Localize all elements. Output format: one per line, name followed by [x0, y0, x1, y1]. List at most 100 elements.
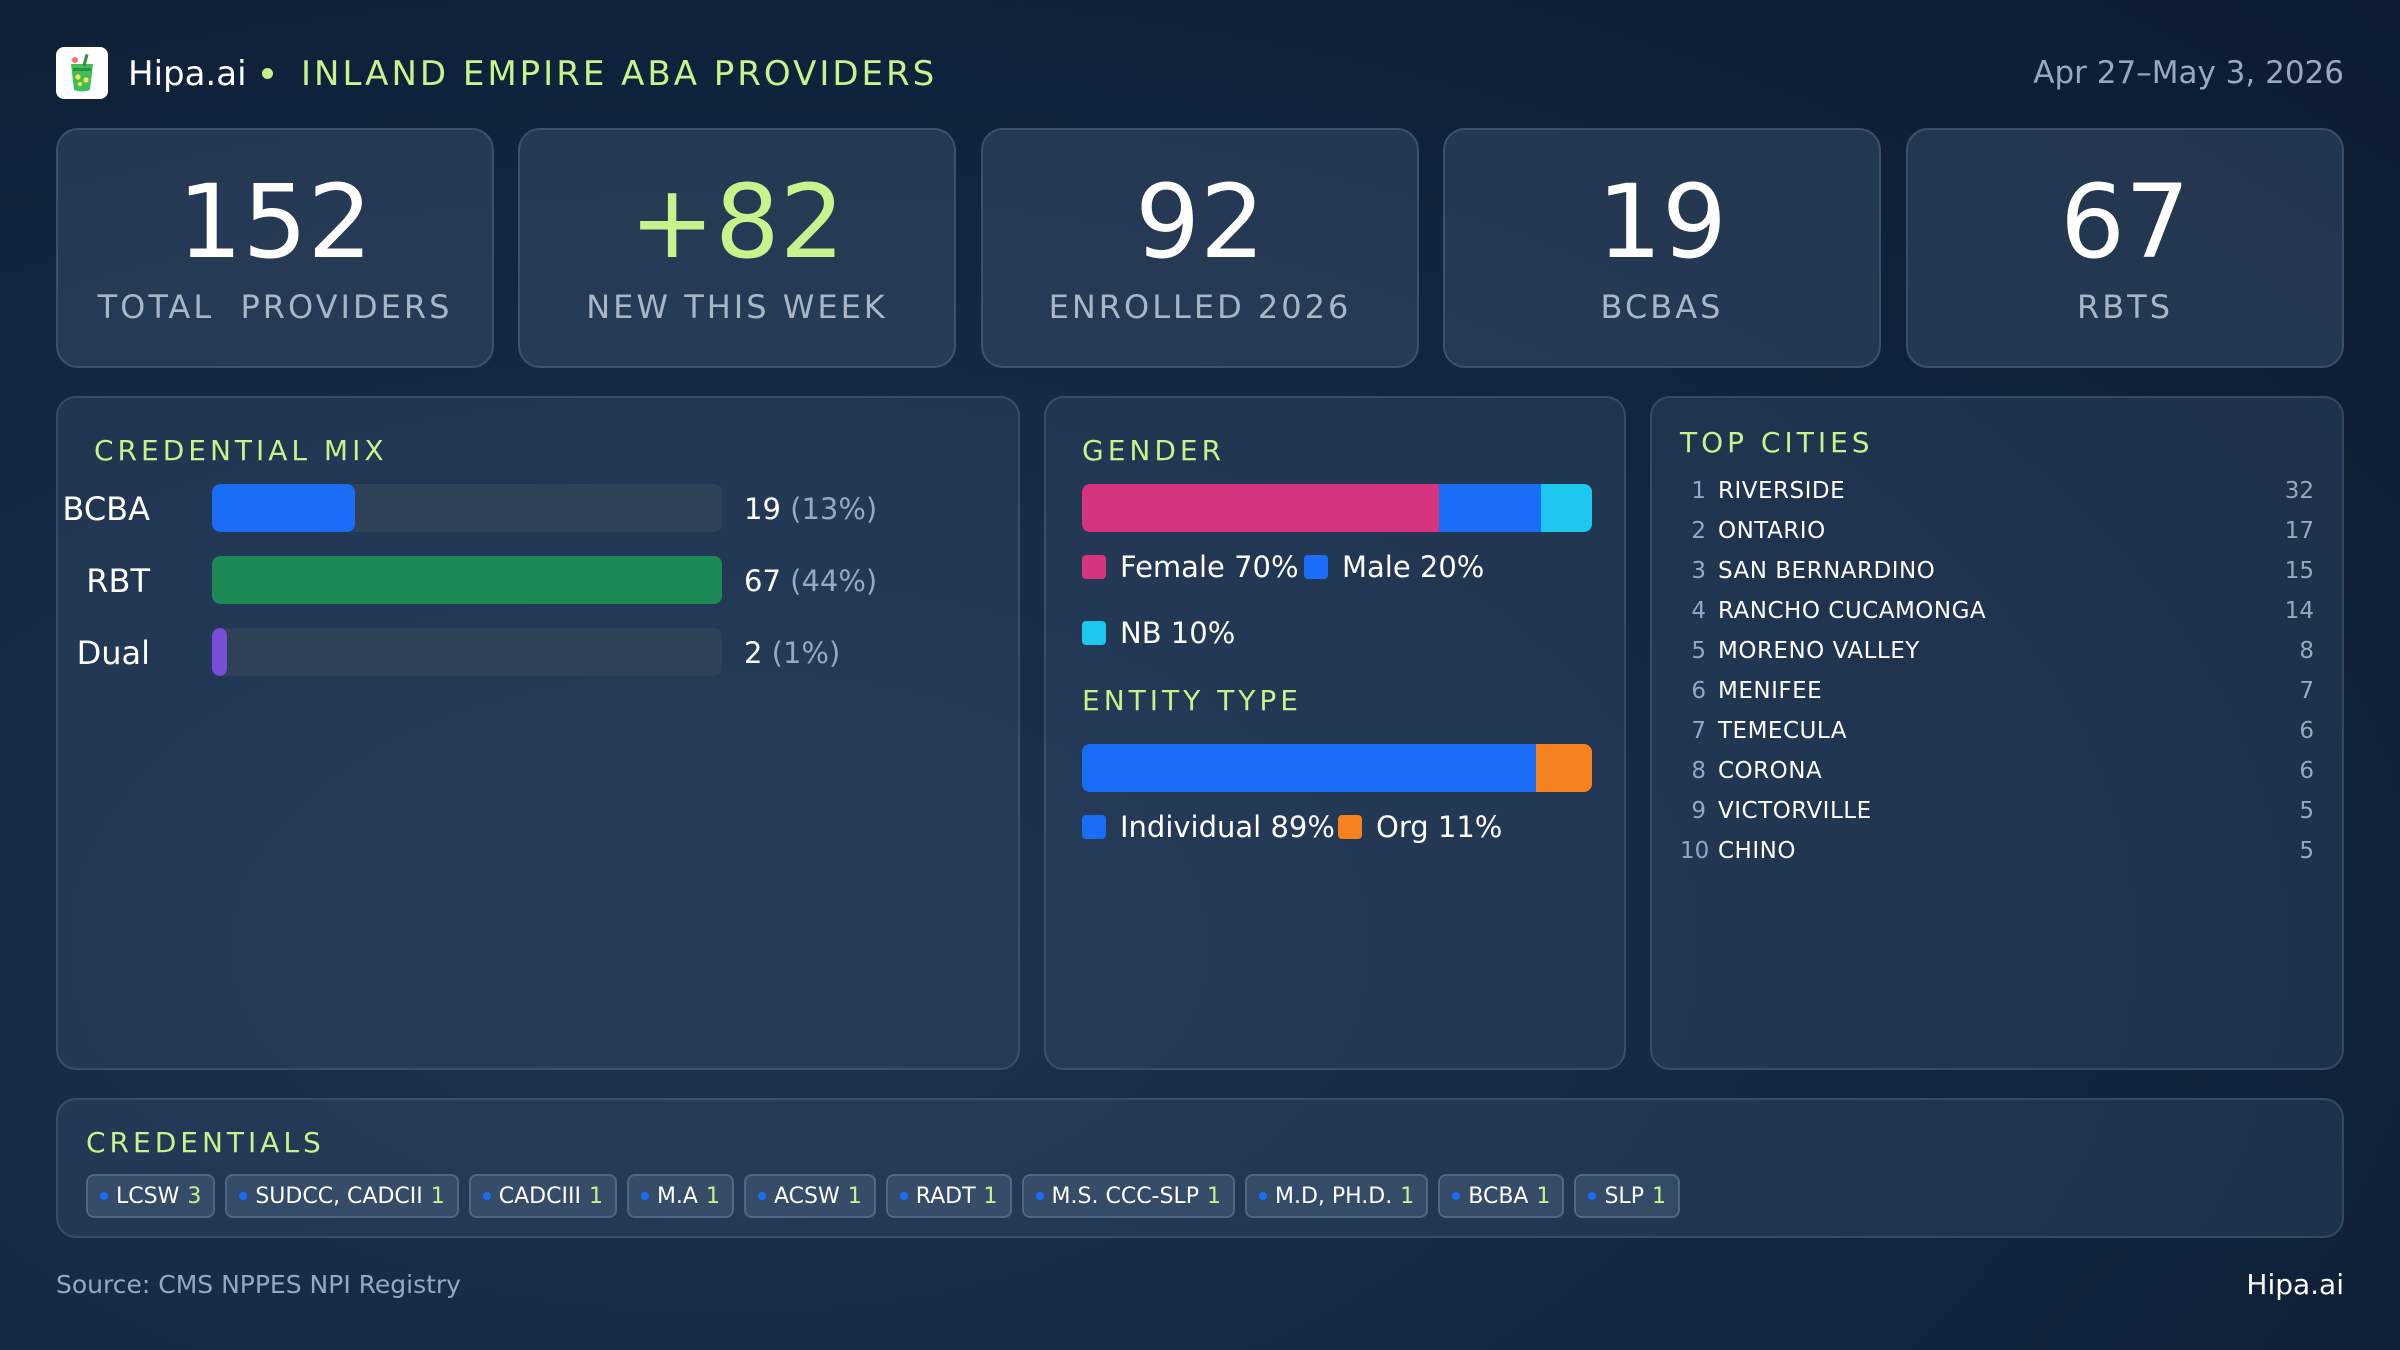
chip-count: 1 [430, 1183, 445, 1209]
chip-count: 1 [1400, 1183, 1415, 1209]
credential-row-dual: Dual 2 (1%) [58, 628, 958, 678]
credential-chip: SLP 1 [1574, 1174, 1680, 1218]
legend-label: Female 70% [1120, 550, 1299, 584]
kpi-card-total-providers: 152 TOTAL PROVIDERS [56, 128, 494, 368]
city-rank: 7 [1691, 718, 1706, 744]
kpi-value: 92 [1135, 163, 1265, 282]
credential-count-value: 2 [744, 636, 763, 670]
chip-dot-icon [640, 1192, 649, 1200]
chip-label: SLP [1604, 1183, 1644, 1209]
date-range: Apr 27–May 3, 2026 [2033, 55, 2344, 91]
credential-count-value: 19 [744, 492, 781, 526]
credential-chip: SUDCC, CADCII 1 [225, 1174, 459, 1218]
chip-count: 1 [588, 1183, 603, 1209]
credential-mix-panel: CREDENTIAL MIX BCBA 19 (13%) RBT 67 (44%… [56, 396, 1020, 1070]
credential-chip: LCSW 3 [86, 1174, 216, 1218]
city-count: 6 [2299, 718, 2314, 744]
city-row: 6 MENIFEE 7 [1680, 678, 2314, 718]
entity-segment-org [1535, 744, 1592, 792]
credential-bar-track [212, 484, 722, 532]
chip-count: 1 [1651, 1183, 1666, 1209]
chip-count: 1 [1206, 1183, 1221, 1209]
kpi-value: 67 [2060, 163, 2190, 282]
city-rank: 4 [1691, 598, 1706, 624]
green-cup-logo-icon [56, 47, 108, 99]
brand-name: Hipa.ai [128, 54, 247, 94]
credential-label: BCBA [62, 490, 150, 528]
city-row: 9 VICTORVILLE 5 [1680, 798, 2314, 838]
legend-nb: NB 10% [1082, 616, 1235, 650]
gender-title: GENDER [1082, 434, 1226, 467]
city-count: 17 [2284, 518, 2314, 544]
entity-type-title: ENTITY TYPE [1082, 684, 1302, 717]
credentials-panel: CREDENTIALS LCSW 3 SUDCC, CADCII 1 CADCIII 1 M… [56, 1098, 2344, 1238]
city-name: CORONA [1718, 758, 1823, 784]
city-count: 6 [2299, 758, 2314, 784]
chip-count: 1 [1536, 1183, 1551, 1209]
chip-label: M.A [656, 1183, 698, 1209]
chip-dot-icon [1452, 1192, 1461, 1200]
credential-label: RBT [86, 562, 150, 600]
city-rank: 2 [1691, 518, 1706, 544]
city-name: ONTARIO [1718, 518, 1826, 544]
kpi-card-new-this-week: +82 NEW THIS WEEK [518, 128, 956, 368]
credential-label: Dual [76, 634, 150, 672]
chip-dot-icon [757, 1192, 766, 1200]
chip-count: 1 [705, 1183, 720, 1209]
gender-stacked-bar [1082, 484, 1592, 532]
footer-source: Source: CMS NPPES NPI Registry [56, 1270, 461, 1299]
city-count: 5 [2299, 798, 2314, 824]
credential-bar-fill [212, 484, 355, 532]
chip-dot-icon [482, 1192, 491, 1200]
gender-segment-nb [1541, 484, 1592, 532]
city-name: MENIFEE [1718, 678, 1823, 704]
credential-count: 19 (13%) [744, 492, 877, 526]
kpi-card-enrolled-2026: 92 ENROLLED 2026 [981, 128, 1419, 368]
city-name: SAN BERNARDINO [1718, 558, 1936, 584]
city-rank: 5 [1691, 638, 1706, 664]
credential-chip: M.S. CCC-SLP 1 [1021, 1174, 1235, 1218]
credential-mix-rows: BCBA 19 (13%) RBT 67 (44%) Dual 2 (1%) [58, 484, 1022, 684]
page-title: INLAND EMPIRE ABA PROVIDERS [301, 54, 938, 94]
city-name: VICTORVILLE [1718, 798, 1872, 824]
city-row: 7 TEMECULA 6 [1680, 718, 2314, 758]
kpi-label: TOTAL PROVIDERS [97, 288, 453, 326]
kpi-value: +82 [629, 163, 845, 282]
legend-male: Male 20% [1304, 550, 1484, 584]
credential-chip: BCBA 1 [1438, 1174, 1565, 1218]
kpi-value: 152 [177, 163, 373, 282]
gender-segment-female [1082, 484, 1439, 532]
credential-row-rbt: RBT 67 (44%) [58, 556, 958, 606]
credential-bar-track [212, 556, 722, 604]
credential-pct: (13%) [790, 492, 878, 526]
chip-label: M.S. CCC-SLP [1051, 1183, 1199, 1209]
legend-swatch [1338, 815, 1362, 839]
chip-count: 3 [187, 1183, 202, 1209]
credential-chip: CADCIII 1 [468, 1174, 617, 1218]
credential-count: 2 (1%) [744, 636, 840, 670]
city-row: 1 RIVERSIDE 32 [1680, 478, 2314, 518]
legend-individual: Individual 89% [1082, 810, 1335, 844]
city-rank: 1 [1691, 478, 1706, 504]
credential-row-bcba: BCBA 19 (13%) [58, 484, 958, 534]
chip-label: M.D, PH.D. [1274, 1183, 1393, 1209]
gender-segment-male [1439, 484, 1541, 532]
legend-swatch [1082, 621, 1106, 645]
legend-swatch [1082, 815, 1106, 839]
credential-count: 67 (44%) [744, 564, 877, 598]
credential-count-value: 67 [744, 564, 781, 598]
credential-pct: (1%) [771, 636, 841, 670]
legend-swatch [1304, 555, 1328, 579]
separator-dot [262, 68, 273, 79]
top-cities-panel: TOP CITIES 1 RIVERSIDE 32 2 ONTARIO 17 3… [1650, 396, 2344, 1070]
chip-label: ACSW [773, 1183, 840, 1209]
credential-bar-fill [212, 628, 228, 676]
kpi-label: NEW THIS WEEK [586, 288, 888, 326]
city-row: 2 ONTARIO 17 [1680, 518, 2314, 558]
legend-label: Individual 89% [1120, 810, 1335, 844]
city-count: 8 [2299, 638, 2314, 664]
kpi-card-rbts: 67 RBTS [1906, 128, 2344, 368]
legend-swatch [1082, 555, 1106, 579]
credential-chip-list: LCSW 3 SUDCC, CADCII 1 CADCIII 1 M.A 1 ACSW 1 RADT… [86, 1174, 1680, 1218]
city-count: 5 [2299, 838, 2314, 864]
